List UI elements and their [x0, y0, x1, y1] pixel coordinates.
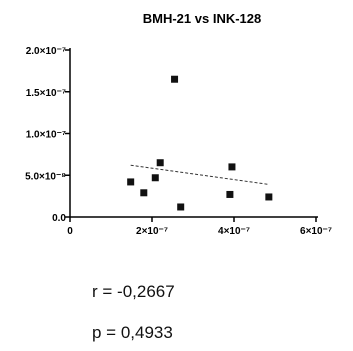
- data-point: [228, 163, 236, 171]
- y-tick-label: 0.0: [52, 213, 66, 224]
- data-point: [151, 174, 159, 182]
- data-points: [127, 75, 273, 211]
- regression-line: [130, 164, 269, 185]
- x-tick-label: 2×10⁻⁷: [136, 226, 168, 237]
- axes: [69, 48, 318, 218]
- x-tick-label: 0: [67, 226, 73, 237]
- p-value: p = 0,4933: [92, 323, 173, 342]
- data-point: [140, 189, 148, 197]
- x-tick-label: 4×10⁻⁷: [218, 226, 250, 237]
- data-point: [265, 193, 273, 201]
- data-point: [156, 159, 164, 167]
- y-tick-label: 1.0×10⁻⁷: [26, 130, 66, 141]
- correlation-r: r = -0,2667: [92, 282, 175, 301]
- y-tick-label: 1.5×10⁻⁷: [26, 88, 66, 99]
- y-tick-label: 5.0×10⁻⁸: [25, 171, 66, 182]
- chart-title: BMH-21 vs INK-128: [143, 11, 262, 26]
- data-point: [226, 190, 234, 198]
- data-point: [171, 75, 179, 83]
- y-tick-label: 2.0×10⁻⁷: [26, 46, 66, 57]
- scatter-chart: BMH-21 vs INK-128 0.0 5.0×10⁻⁸ 1.0×10⁻⁷ 1.5…: [25, 11, 332, 237]
- data-point: [177, 203, 185, 211]
- data-point: [127, 178, 135, 186]
- tick-labels: 0.0 5.0×10⁻⁸ 1.0×10⁻⁷ 1.5×10⁻⁷ 2.0×10⁻⁷ 0 2×10…: [25, 46, 332, 237]
- x-tick-label: 6×10⁻⁷: [300, 226, 332, 237]
- trend-line: [130, 164, 269, 185]
